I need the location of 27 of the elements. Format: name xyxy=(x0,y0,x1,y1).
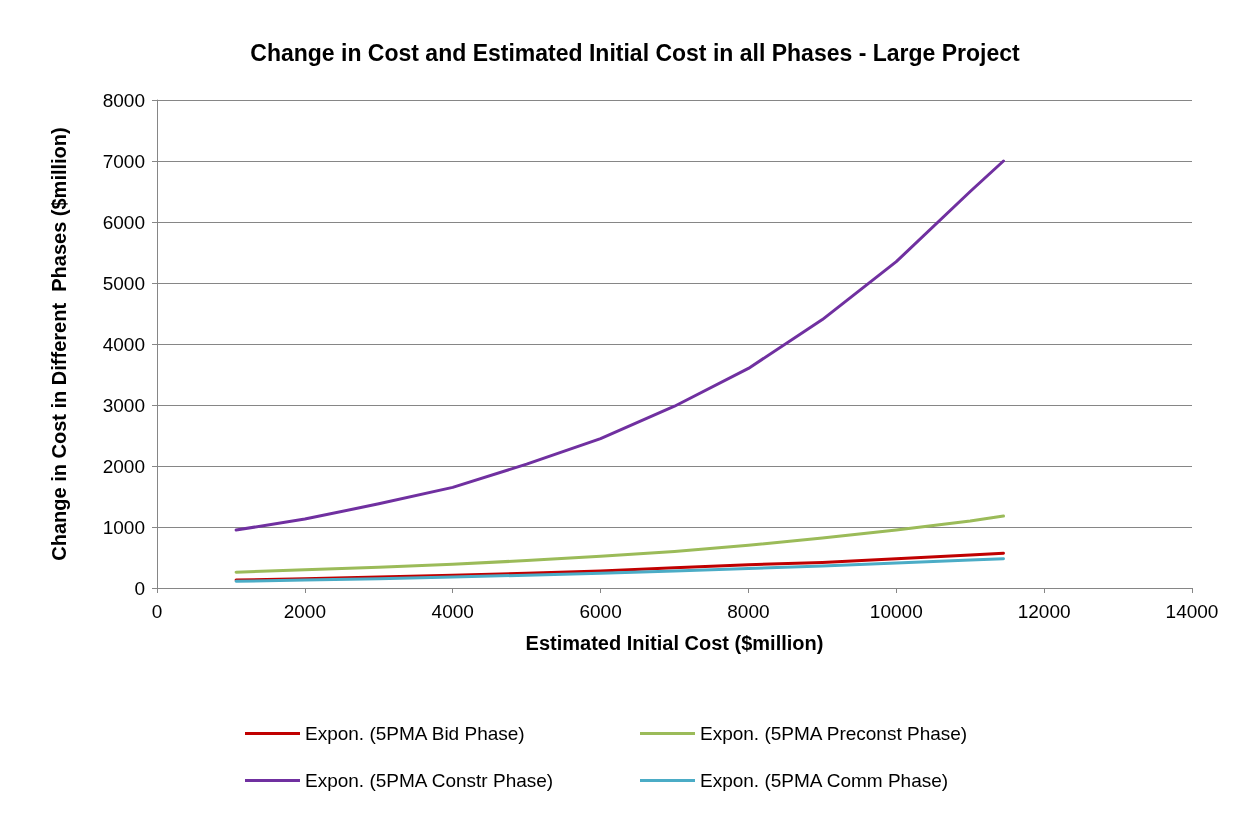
chart-title: Change in Cost and Estimated Initial Cost in all Phases - Large Project xyxy=(250,39,1021,66)
x-tick-label: 4000 xyxy=(431,601,474,622)
x-tick-label: 0 xyxy=(151,601,163,622)
y-tick-label: 4000 xyxy=(102,333,145,355)
y-axis-title: Change in Cost in Different Phases ($million) xyxy=(48,127,70,561)
legend-label: Expon. (5PMA Preconst Phase) xyxy=(700,723,968,744)
x-tick-label: 8000 xyxy=(727,601,770,622)
x-tick-label: 2000 xyxy=(283,601,326,622)
line-series xyxy=(234,159,1005,532)
x-tick-label: 12000 xyxy=(1017,601,1071,622)
y-tick-label: 3000 xyxy=(102,394,145,416)
y-tick-label: 5000 xyxy=(102,272,145,294)
legend-label: Expon. (5PMA Constr Phase) xyxy=(305,770,554,791)
line-series xyxy=(234,514,1005,574)
y-tick-label: 0 xyxy=(134,577,145,599)
x-tick-label: 14000 xyxy=(1165,601,1219,622)
x-tick-label: 10000 xyxy=(869,601,923,622)
legend-label: Expon. (5PMA Bid Phase) xyxy=(305,723,525,744)
y-tick-label: 6000 xyxy=(102,211,145,233)
line-series xyxy=(234,557,1005,583)
y-tick-label: 7000 xyxy=(102,150,145,172)
legend-label: Expon. (5PMA Comm Phase) xyxy=(700,770,949,791)
x-tick-label: 6000 xyxy=(579,601,622,622)
y-tick-label: 8000 xyxy=(102,89,145,111)
y-tick-label: 2000 xyxy=(102,455,145,477)
y-tick-label: 1000 xyxy=(102,516,145,538)
x-axis-title: Estimated Initial Cost ($million) xyxy=(525,632,824,654)
